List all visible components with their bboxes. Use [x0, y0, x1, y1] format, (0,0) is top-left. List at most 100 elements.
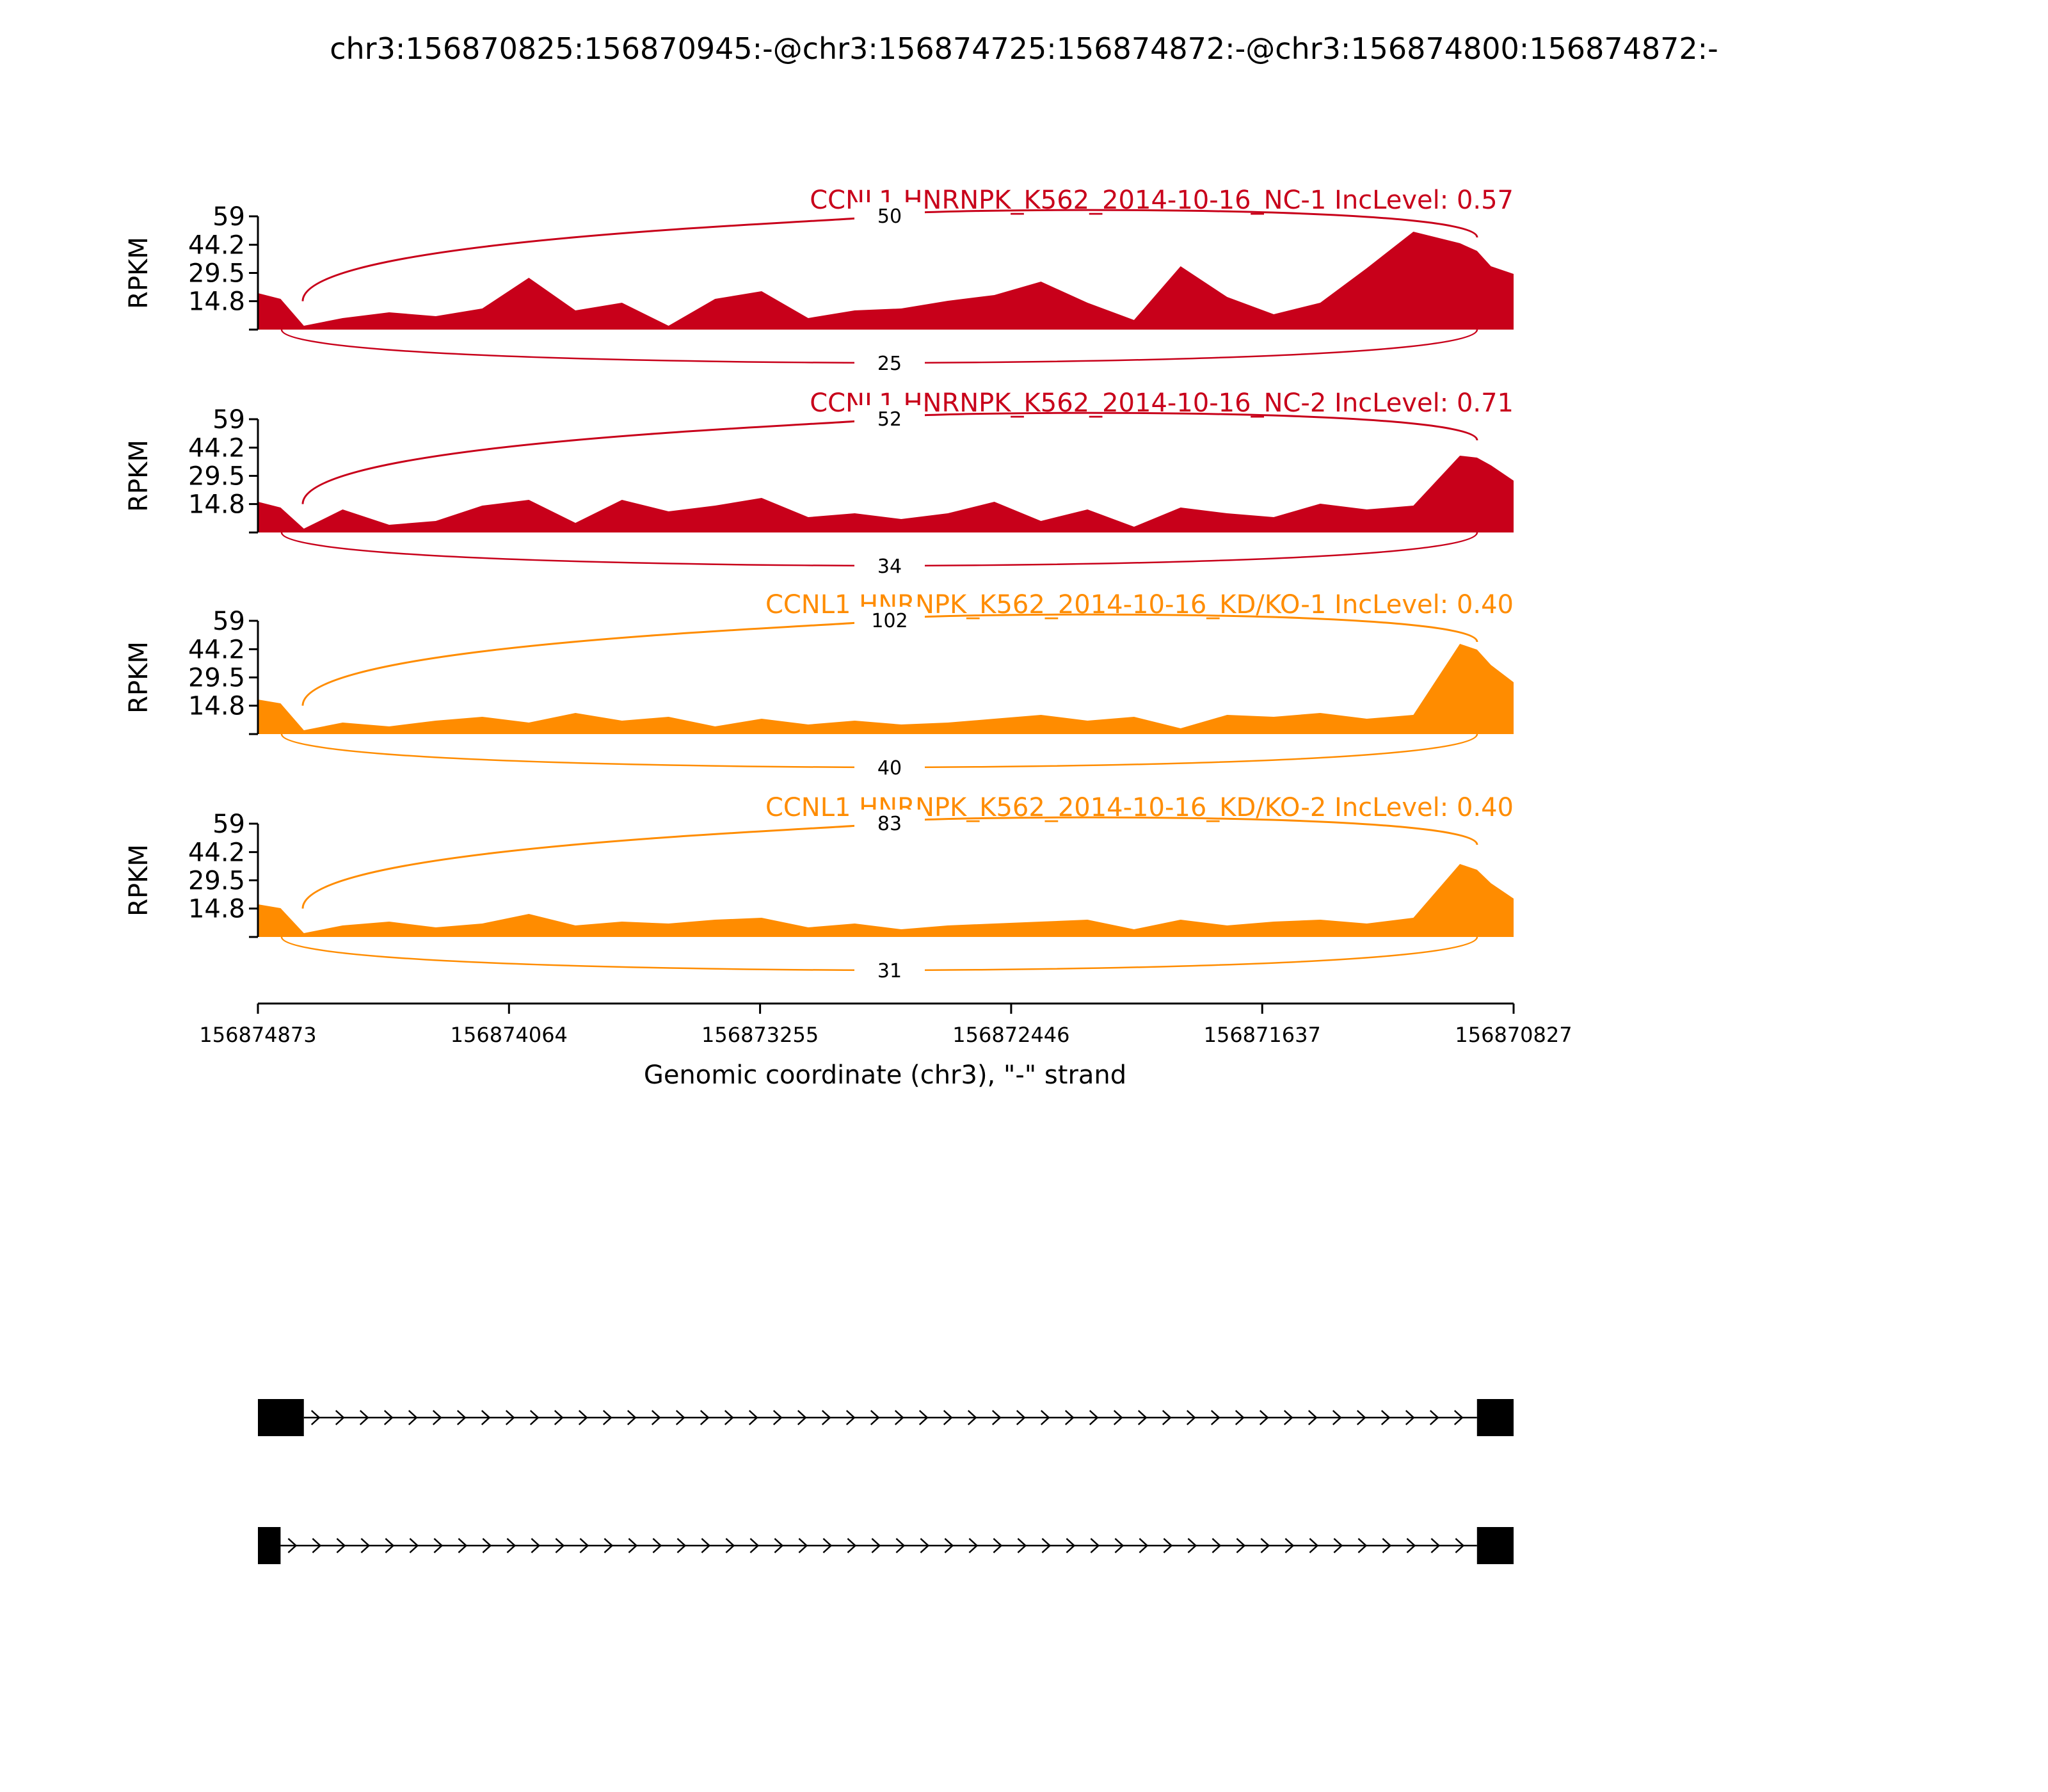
strand-arrow	[312, 1538, 322, 1553]
x-tick-label: 156873255	[701, 1023, 819, 1047]
exon-block	[258, 1399, 304, 1436]
junction-count-bottom: 25	[877, 353, 902, 375]
strand-arrow	[433, 1538, 444, 1553]
strand-arrow	[1162, 1410, 1172, 1425]
y-axis-label: RPKM	[124, 641, 154, 714]
strand-arrow	[1064, 1410, 1075, 1425]
x-tick-label: 156874064	[451, 1023, 568, 1047]
y-tick-label: 29.5	[188, 462, 245, 492]
strand-arrow	[287, 1538, 298, 1553]
strand-arrow	[1259, 1410, 1269, 1425]
strand-arrow	[749, 1538, 760, 1553]
junction-count-bg	[854, 957, 925, 983]
strand-arrow	[1090, 1538, 1100, 1553]
y-axis-label: RPKM	[124, 440, 154, 512]
strand-arrow	[920, 1538, 930, 1553]
coverage-area	[258, 864, 1514, 937]
strand-arrow	[627, 1410, 637, 1425]
strand-arrow	[772, 1410, 783, 1425]
strand-arrow	[604, 1538, 614, 1553]
strand-arrow	[1187, 1538, 1197, 1553]
strand-arrow	[1455, 1538, 1465, 1553]
strand-arrow	[1332, 1410, 1342, 1425]
strand-arrow	[724, 1410, 734, 1425]
x-axis: 156874873 156874064 156873255 156872446 1568…	[199, 1002, 1572, 1047]
coverage-area	[258, 644, 1514, 734]
y-tick-label: 44.2	[188, 230, 245, 260]
strand-arrow	[797, 1410, 807, 1425]
strand-arrow	[774, 1538, 784, 1553]
strand-arrow	[895, 1538, 906, 1553]
strand-arrow	[1114, 1538, 1124, 1553]
strand-arrow	[1210, 1410, 1220, 1425]
y-tick-label: 44.2	[188, 433, 245, 463]
strand-arrow	[1041, 1538, 1052, 1553]
y-axis-label: RPKM	[124, 844, 154, 916]
y-tick-label: 59	[212, 607, 245, 636]
strand-arrow	[458, 1538, 468, 1553]
strand-arrow	[1357, 1538, 1368, 1553]
strand-arrow	[1283, 1410, 1293, 1425]
strand-arrow	[1236, 1538, 1246, 1553]
strand-arrow	[481, 1410, 491, 1425]
strand-arrow	[1137, 1410, 1148, 1425]
figure-title: chr3:156870825:156870945:-@chr3:15687472…	[330, 31, 1718, 66]
strand-arrow	[578, 1410, 588, 1425]
y-tick-label: 59	[212, 405, 245, 435]
strand-arrow	[748, 1410, 758, 1425]
strand-arrow	[798, 1538, 808, 1553]
strand-arrow	[871, 1538, 881, 1553]
strand-arrow	[335, 1410, 345, 1425]
strand-arrow	[700, 1410, 710, 1425]
strand-arrow	[1429, 1410, 1439, 1425]
junction-count-bottom: 31	[877, 960, 902, 982]
y-tick-label: 14.8	[188, 287, 245, 317]
exon-block	[1476, 1527, 1514, 1564]
x-tick-label: 156871637	[1204, 1023, 1321, 1047]
strand-arrow	[383, 1410, 394, 1425]
y-tick-label: 29.5	[188, 664, 245, 693]
strand-arrow	[1382, 1538, 1392, 1553]
strand-arrow	[944, 1538, 954, 1553]
strand-arrow	[310, 1410, 321, 1425]
strand-arrow	[967, 1410, 977, 1425]
strand-arrow	[1163, 1538, 1173, 1553]
strand-arrow	[529, 1410, 540, 1425]
transcript-structure	[258, 1527, 1514, 1564]
strand-arrow	[360, 1538, 371, 1553]
strand-arrow	[336, 1538, 346, 1553]
exon-block	[1476, 1399, 1514, 1436]
strand-arrow	[1089, 1410, 1099, 1425]
junction-count-bottom: 40	[877, 757, 902, 780]
strand-arrow	[918, 1410, 929, 1425]
strand-arrow	[1017, 1538, 1027, 1553]
y-tick-label: 59	[212, 810, 245, 839]
y-tick-label: 44.2	[188, 635, 245, 664]
strand-arrow	[1260, 1538, 1270, 1553]
strand-arrow	[675, 1410, 685, 1425]
junction-count-bg	[854, 755, 925, 780]
strand-arrow	[894, 1410, 904, 1425]
junction-count-bg	[854, 405, 925, 431]
strand-arrow	[432, 1410, 442, 1425]
strand-arrow	[1113, 1410, 1123, 1425]
strand-arrow	[847, 1538, 857, 1553]
strand-arrow	[1309, 1538, 1319, 1553]
strand-arrow	[1333, 1538, 1343, 1553]
junction-count-top: 102	[871, 610, 908, 632]
strand-arrow	[1284, 1538, 1295, 1553]
strand-arrow	[993, 1538, 1003, 1553]
strand-arrow	[701, 1538, 711, 1553]
junction-count-bg	[854, 607, 925, 632]
strand-arrow	[409, 1538, 419, 1553]
junction-count-bg	[854, 553, 925, 579]
coverage-area	[258, 232, 1514, 330]
transcript-structures	[258, 1399, 1514, 1564]
strand-arrow	[1066, 1538, 1076, 1553]
y-axis-label: RPKM	[124, 237, 154, 309]
x-axis-label: Genomic coordinate (chr3), "-" strand	[644, 1060, 1126, 1090]
strand-arrow	[456, 1410, 467, 1425]
